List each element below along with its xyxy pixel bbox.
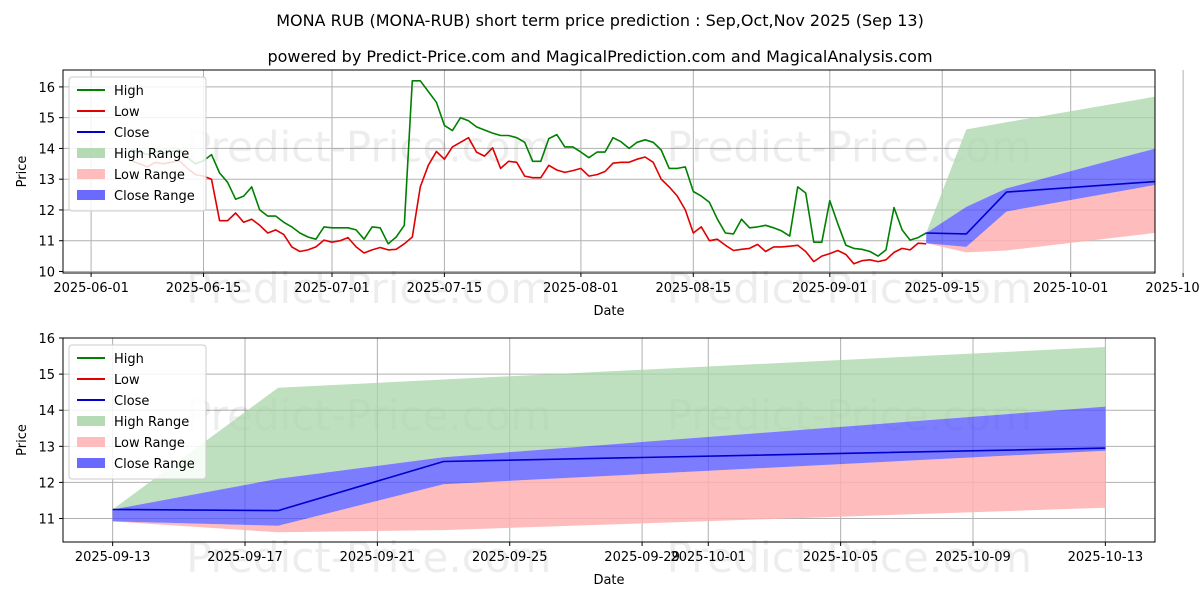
legend-label: Low Range xyxy=(114,168,185,183)
legend-swatch xyxy=(77,190,105,200)
x-axis-label: Date xyxy=(593,573,624,588)
low-range-band xyxy=(112,450,1106,533)
low-series-line xyxy=(131,136,927,265)
legend-label: Low xyxy=(114,373,140,388)
y-tick-label: 11 xyxy=(38,513,55,528)
close-forecast-line xyxy=(926,180,1155,235)
y-tick-label: 12 xyxy=(38,476,55,491)
chart-subtitle: powered by Predict-Price.com and Magical… xyxy=(267,47,932,66)
x-tick-label: 2025-10-01 xyxy=(670,550,746,565)
y-tick-label: 13 xyxy=(38,173,55,188)
y-tick-label: 12 xyxy=(38,204,55,219)
legend-label: Low Range xyxy=(114,436,185,451)
legend-label: Close Range xyxy=(114,189,195,204)
high-series-line xyxy=(131,80,927,257)
high-range-band xyxy=(112,347,1106,510)
x-tick-label: 2025-10-13 xyxy=(1068,550,1144,565)
x-tick-label: 2025-08-15 xyxy=(656,281,732,296)
legend: High Low Close High Range Low Range Close Ran… xyxy=(68,76,207,212)
legend-label: Close xyxy=(114,126,149,141)
close-forecast-line xyxy=(112,447,1106,512)
y-tick-label: 15 xyxy=(38,112,55,127)
x-tick-label: 2025-06-01 xyxy=(53,281,129,296)
x-tick-label: 2025-09-15 xyxy=(904,281,980,296)
bottom-chart-panel: Predict-Price.comPredict-Price.comPredic… xyxy=(15,332,1156,588)
x-tick-label: 2025-10-01 xyxy=(1033,281,1109,296)
legend-label: Close xyxy=(114,394,149,409)
low-range-band xyxy=(926,185,1155,253)
legend-swatch xyxy=(77,148,105,158)
legend-label: High Range xyxy=(114,147,189,162)
y-axis-label: Price xyxy=(15,424,30,456)
y-tick-label: 14 xyxy=(38,142,55,157)
plot-area xyxy=(131,80,1155,265)
close-range-band xyxy=(112,406,1106,526)
y-tick-label: 16 xyxy=(38,81,55,96)
y-tick-label: 14 xyxy=(38,404,55,419)
legend-swatch xyxy=(77,437,105,447)
legend-label: High xyxy=(114,352,144,367)
legend-label: Close Range xyxy=(114,457,195,472)
chart-title: MONA RUB (MONA-RUB) short term price pre… xyxy=(276,11,924,30)
x-tick-label: 2025-07-01 xyxy=(294,281,370,296)
y-tick-label: 15 xyxy=(38,368,55,383)
top-chart-panel: Predict-Price.com Predict-Price.com Predic… xyxy=(15,69,1200,319)
y-tick-label: 16 xyxy=(38,332,55,347)
axes-frame xyxy=(62,337,1156,543)
watermark-text: Predict-Price.com xyxy=(667,264,1032,313)
high-range-band xyxy=(926,96,1155,233)
plot-area xyxy=(112,347,1106,533)
y-tick-label: 10 xyxy=(38,265,55,280)
watermark-text: Predict-Price.com xyxy=(667,533,1032,582)
x-axis-label: Date xyxy=(593,304,624,319)
legend: High Low Close High Range Low Range Close Ran… xyxy=(68,344,207,480)
y-tick-label: 13 xyxy=(38,440,55,455)
x-tick-label: 2025-09-21 xyxy=(340,550,416,565)
x-tick-label: 2025-09-25 xyxy=(472,550,548,565)
y-axis-label: Price xyxy=(15,156,30,188)
x-tick-label: 2025-09-01 xyxy=(792,281,868,296)
legend-swatch xyxy=(77,416,105,426)
watermark-text: Predict-Price.com xyxy=(186,533,551,582)
x-tick-label: 2025-09-29 xyxy=(604,550,680,565)
y-tick-label: 11 xyxy=(38,235,55,250)
legend-label: Low xyxy=(114,105,140,120)
close-range-band xyxy=(926,148,1155,247)
x-tick-label: 2025-10-09 xyxy=(935,550,1011,565)
x-tick-label: 2025-08-01 xyxy=(543,281,619,296)
watermark-text: Predict-Price.com xyxy=(186,264,551,313)
x-tick-label: 2025-07-15 xyxy=(407,281,483,296)
legend-swatch xyxy=(77,169,105,179)
x-tick-label: 2025-09-13 xyxy=(75,550,151,565)
axes-frame xyxy=(62,69,1156,274)
x-tick-label: 2025-09-17 xyxy=(207,550,283,565)
legend-label: High Range xyxy=(114,415,189,430)
x-tick-label: 2025-06-15 xyxy=(166,281,242,296)
watermark-text: Predict-Price.com xyxy=(186,122,551,171)
x-tick-label: 2025-10-05 xyxy=(803,550,879,565)
x-tick-label: 2025-10-15 xyxy=(1145,281,1200,296)
legend-swatch xyxy=(77,458,105,468)
legend-label: High xyxy=(114,84,144,99)
